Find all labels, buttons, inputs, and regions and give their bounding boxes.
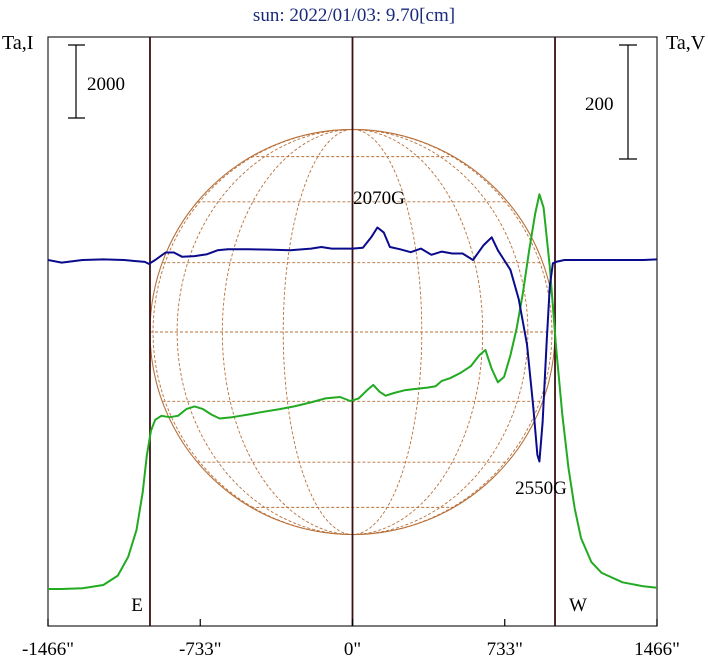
x-tick-label: 1466" bbox=[634, 639, 680, 660]
x-tick-label: -1466" bbox=[22, 639, 74, 660]
right-scale-bar bbox=[619, 44, 637, 160]
x-tick-label: -733" bbox=[179, 639, 222, 660]
longitude-line bbox=[352, 129, 553, 535]
longitude-line bbox=[352, 129, 484, 535]
left-scale-bar bbox=[68, 44, 85, 119]
longitude-line bbox=[352, 129, 423, 535]
series-line-stokes-v bbox=[48, 226, 657, 463]
annotation-2070g: 2070G bbox=[353, 188, 405, 209]
chart-title: sun: 2022/01/03: 9.70[cm] bbox=[253, 5, 455, 26]
x-tick-label: 0" bbox=[344, 639, 361, 660]
right-axis-label: Ta,V bbox=[666, 32, 706, 54]
annotation-2550g: 2550G bbox=[515, 478, 567, 499]
limb-label-west: W bbox=[569, 595, 587, 616]
x-tick-label: 733" bbox=[487, 639, 523, 660]
left-axis-label: Ta,I bbox=[2, 32, 33, 54]
longitude-line bbox=[152, 129, 353, 535]
longitude-line bbox=[352, 129, 529, 535]
series-group bbox=[48, 193, 657, 590]
left-scale-bar-label: 2000 bbox=[87, 74, 125, 95]
x-axis: -1466" -733" 0" 733" 1466" bbox=[22, 619, 680, 660]
series-line-stokes-i bbox=[48, 193, 657, 590]
right-scale-bar-label: 200 bbox=[585, 94, 614, 115]
limb-label-east: E bbox=[131, 595, 143, 616]
